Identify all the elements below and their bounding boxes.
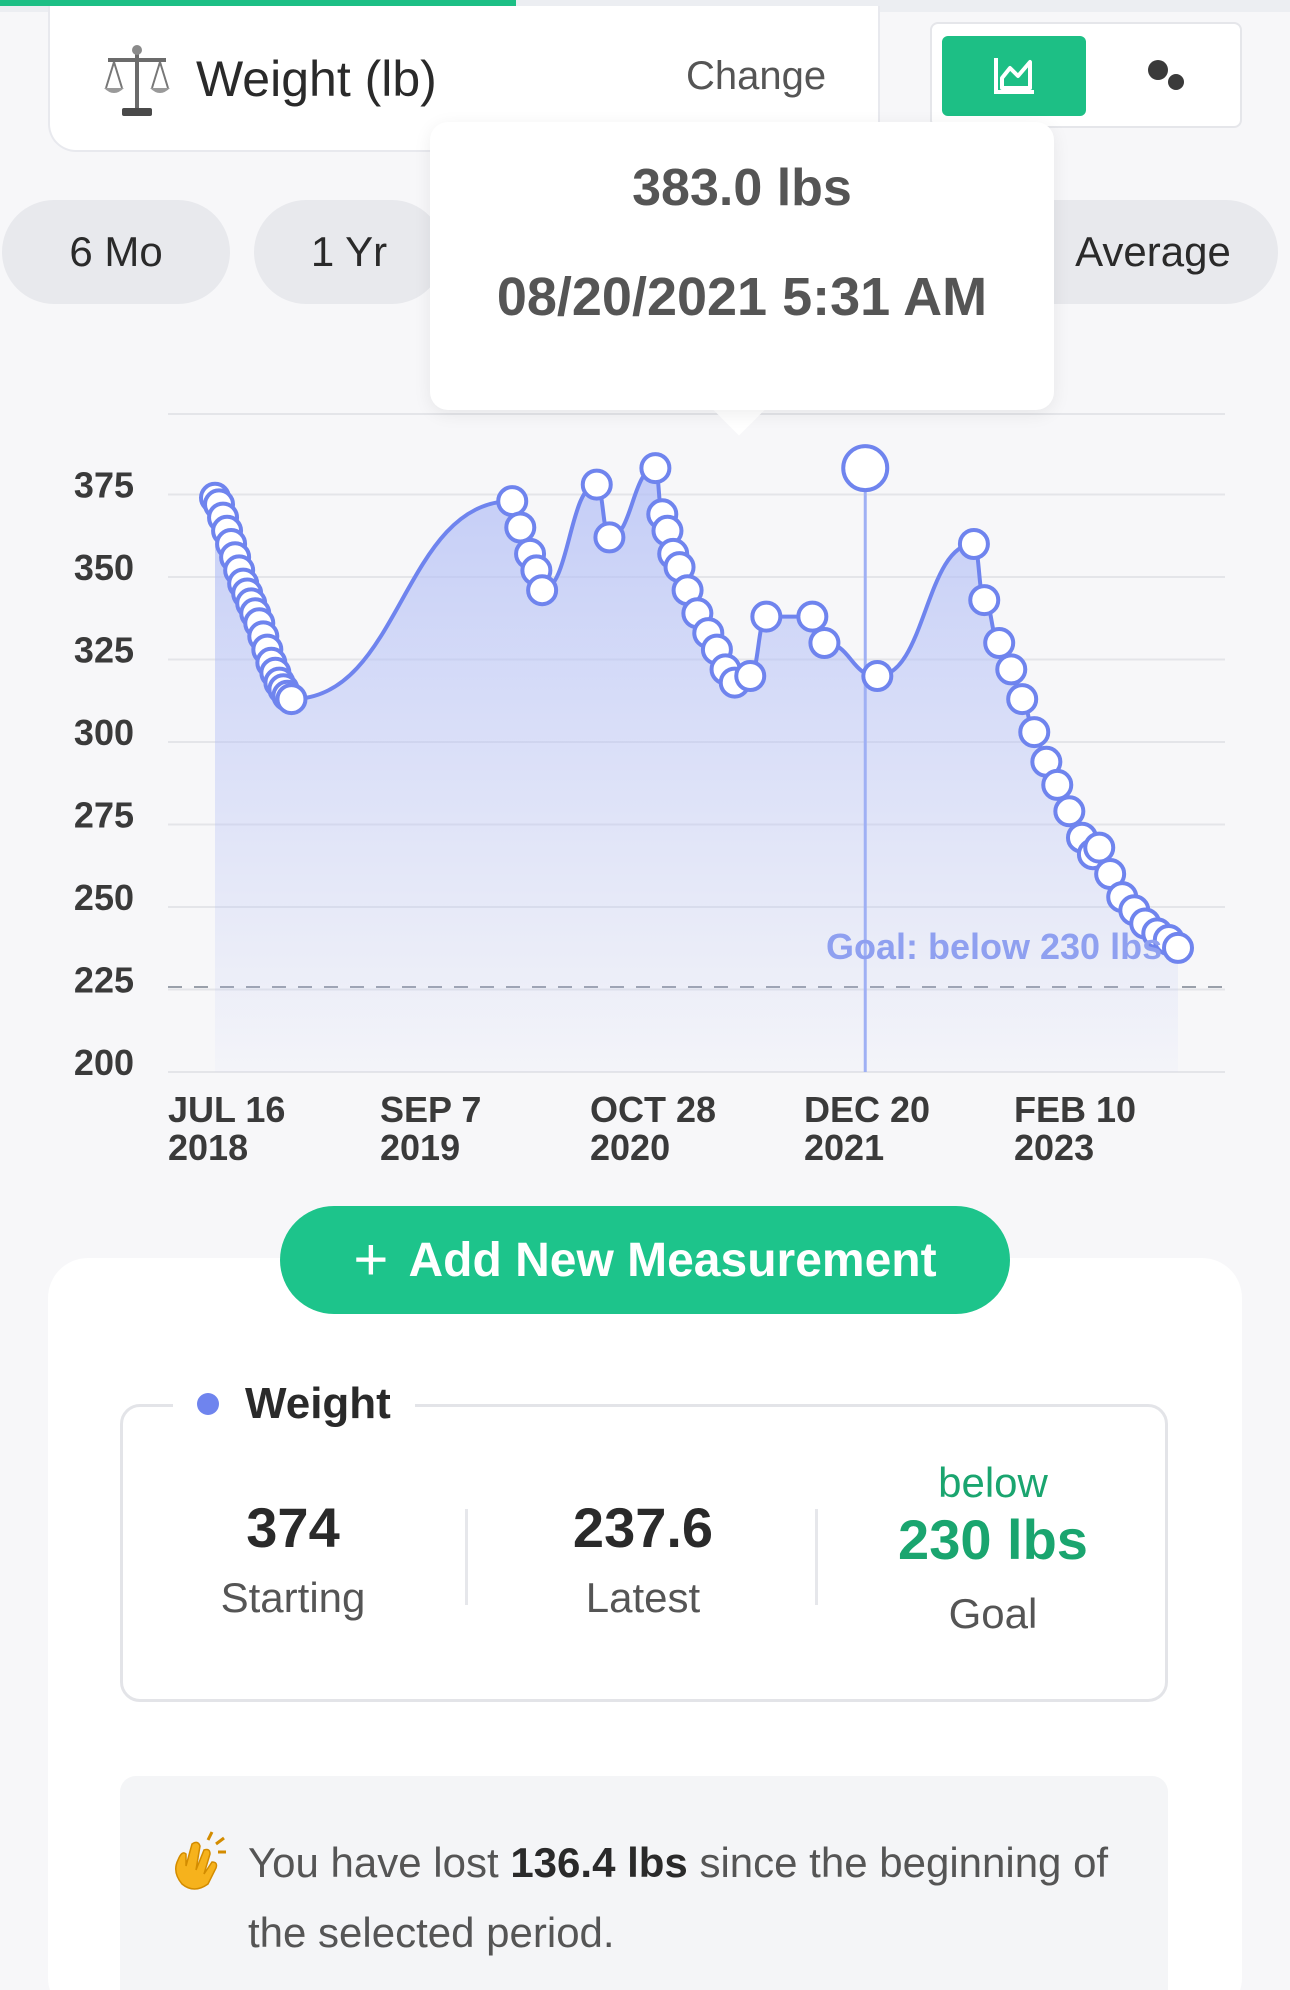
x-tick-year: 2018 [168,1127,248,1168]
data-point [496,485,529,518]
x-tick-label: FEB 10 [1014,1089,1136,1130]
x-tick-label: OCT 28 [590,1089,716,1130]
message-text-before: You have lost [248,1839,511,1886]
scale-icon [104,45,170,116]
data-point [734,660,767,692]
data-point [1006,683,1039,716]
clapping-hands-icon [175,1831,226,1890]
data-point [1041,768,1074,801]
chart-view-button[interactable] [942,36,1086,116]
scatter-icon [1148,60,1184,90]
data-point [504,511,537,544]
data-point [526,574,559,607]
x-tick-year: 2020 [590,1127,670,1168]
y-tick-label: 250 [74,877,134,918]
latest-value: 237.6 [572,1496,714,1559]
line-chart-icon [994,58,1034,94]
data-point [580,468,613,501]
latest-label: Latest [585,1574,701,1621]
page-progress-fill [0,0,516,6]
goal-label: Goal [948,1590,1038,1637]
chart-tooltip: 383.0 lbs 08/20/2021 5:31 AM [430,122,1054,410]
progress-message: You have lost 136.4 lbs since the beginn… [120,1776,1168,1990]
summary-card: Weight 374 Starting 237.6 Latest below 2… [48,1258,1242,1990]
x-tick-label: JUL 16 [168,1089,285,1130]
data-point [796,600,829,633]
data-point [1083,831,1116,864]
tooltip-value: 383.0 lbs [632,159,852,217]
data-point [1162,931,1194,964]
data-point [275,683,308,716]
change-metric-button[interactable]: Change [686,54,827,98]
weight-legend: Weight [173,1379,415,1429]
x-tick-year: 2023 [1014,1127,1094,1168]
y-tick-label: 325 [74,630,134,671]
data-point [968,584,1001,617]
legend-dot-icon [197,1393,219,1415]
latest-stat: 237.6 Latest [473,1407,813,1705]
y-tick-label: 300 [74,712,134,753]
data-point [639,452,672,485]
data-point [750,600,783,633]
data-point [1053,795,1086,828]
data-point [593,521,626,554]
starting-stat: 374 Starting [123,1407,463,1705]
legend-text: Weight [245,1379,391,1428]
data-point [808,627,841,659]
add-measurement-button[interactable]: + Add New Measurement [280,1206,1010,1314]
view-toggle [930,22,1242,128]
weight-area [215,468,1178,1073]
range-tab-6-months[interactable]: 6 Mo [2,200,230,304]
x-tick-label: DEC 20 [804,1089,930,1130]
starting-label: Starting [220,1574,366,1621]
weight-chart[interactable]: 375 350 325 300 275 250 225 200 Goal: below 230 … [0,380,1290,1180]
message-lost-amount: 136.4 lbs [510,1839,688,1886]
x-tick-label: SEP 7 [380,1089,481,1130]
y-tick-label: 375 [74,465,134,506]
goal-value: 230 lbs [898,1508,1088,1571]
y-tick-label: 275 [74,795,134,836]
message-text-after: since the beginning of the selected peri… [248,1839,1109,1956]
stat-divider [465,1509,468,1605]
goal-stat: below 230 lbs Goal [823,1407,1163,1705]
starting-value: 374 [246,1496,340,1559]
y-tick-label: 350 [74,547,134,588]
data-point [983,627,1016,659]
weight-stats-box: Weight 374 Starting 237.6 Latest below 2… [120,1379,1168,1705]
range-tab-1-year[interactable]: 1 Yr [254,200,444,304]
goal-label: Goal: below 230 lbs [826,926,1162,967]
highlighted-point [841,444,890,493]
data-point [995,653,1028,686]
y-tick-label: 200 [74,1042,134,1083]
data-point [957,528,990,560]
y-tick-label: 225 [74,960,134,1001]
metric-title: Weight (lb) [196,51,437,107]
progress-message-text: You have lost 136.4 lbs since the beginn… [248,1828,1128,1968]
tooltip-date: 08/20/2021 5:31 AM [496,267,988,327]
stat-divider [815,1509,818,1605]
add-measurement-label: Add New Measurement [408,1233,937,1287]
data-point [1018,716,1051,749]
x-tick-year: 2021 [804,1127,884,1168]
plus-icon: + [353,1226,389,1293]
data-point [861,660,894,692]
x-tick-year: 2019 [380,1127,460,1168]
goal-prefix: below [938,1459,1048,1506]
scatter-view-button[interactable] [1100,36,1230,116]
